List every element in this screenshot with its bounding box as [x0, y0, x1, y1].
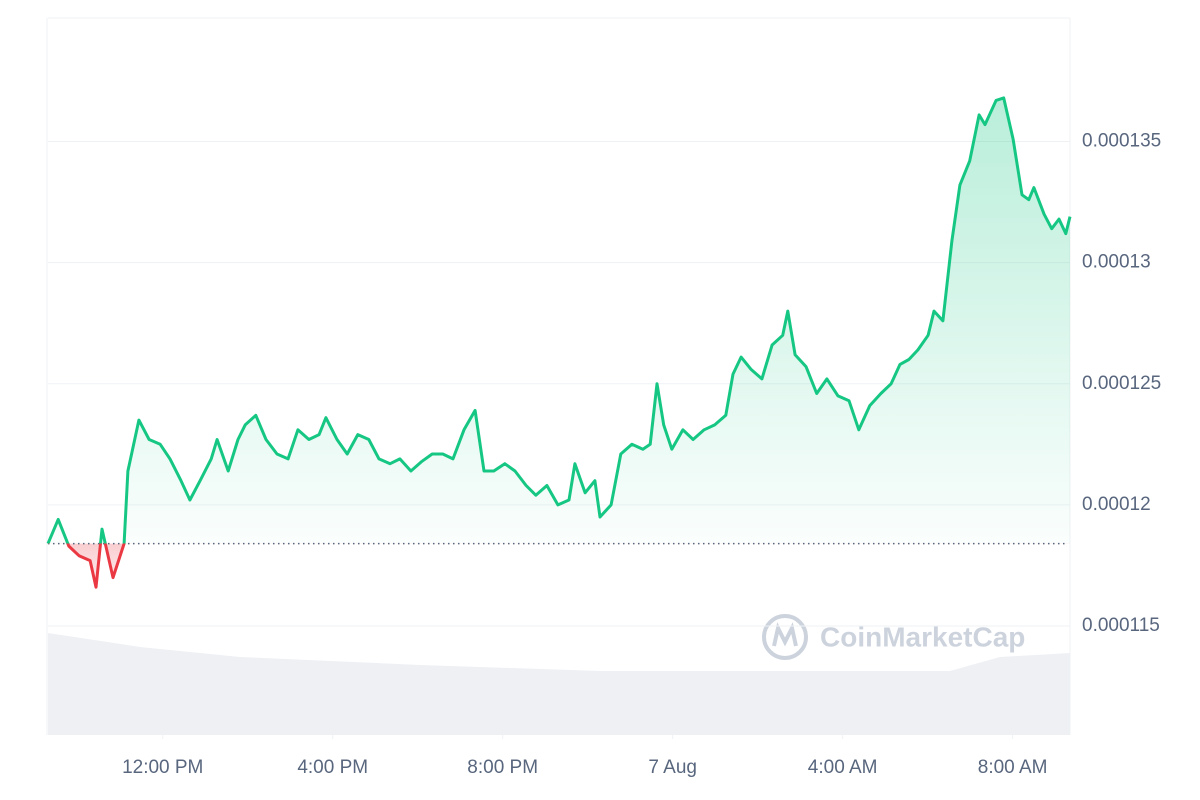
price-area — [48, 97, 1070, 588]
watermark-logo — [762, 614, 808, 660]
y-tick-label: 0.00013 — [1082, 252, 1151, 273]
plot: 0.000115 0.00012 0.000125 0.00013 0.000135 12… — [46, 17, 1161, 778]
y-tick-label: 0.000135 — [1082, 131, 1161, 152]
x-tick-label: 4:00 PM — [297, 757, 368, 778]
price-line — [46, 96, 1072, 589]
x-tick-label: 12:00 PM — [122, 757, 203, 778]
watermark-text: CoinMarketCap — [820, 621, 1025, 652]
y-tick-label: 0.000115 — [1082, 615, 1160, 636]
x-tick-label: 8:00 PM — [467, 757, 538, 778]
watermark-logo-m — [772, 622, 798, 647]
volume-area — [48, 633, 1070, 735]
x-tick-label: 4:00 AM — [808, 757, 878, 778]
x-tick-label: 7 Aug — [648, 757, 697, 778]
y-tick-label: 0.00012 — [1082, 494, 1151, 515]
x-tick-label: 8:00 AM — [978, 757, 1048, 778]
y-tick-label: 0.000125 — [1082, 373, 1161, 394]
watermark: CoinMarketCap — [762, 614, 1025, 660]
